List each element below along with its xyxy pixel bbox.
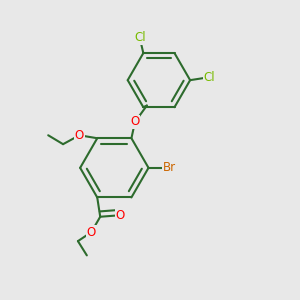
Text: Cl: Cl <box>134 31 146 44</box>
Text: O: O <box>116 209 125 222</box>
Text: Cl: Cl <box>204 71 215 84</box>
Text: O: O <box>75 129 84 142</box>
Text: O: O <box>87 226 96 239</box>
Text: O: O <box>130 116 140 128</box>
Text: Br: Br <box>163 161 176 174</box>
